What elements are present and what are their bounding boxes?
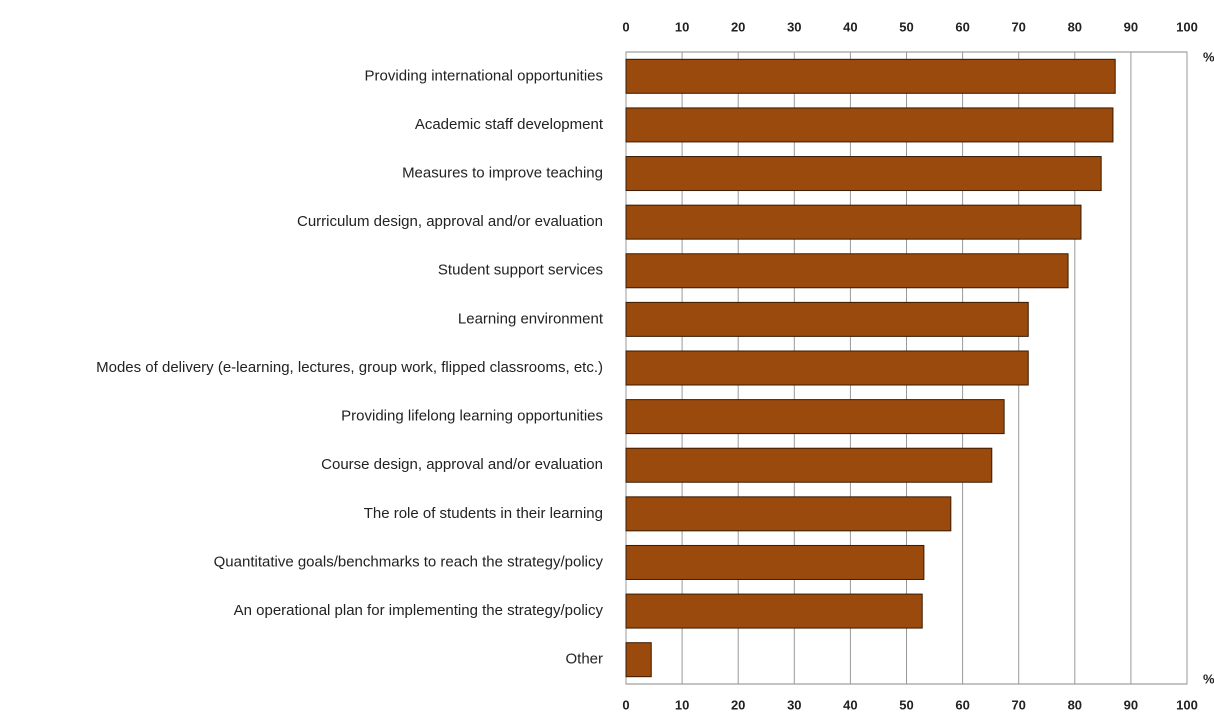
x-tick-label: 70	[1011, 697, 1025, 712]
x-tick-label: 40	[843, 19, 857, 34]
y-tick-label: Measures to improve teaching	[402, 165, 603, 182]
bar	[625, 107, 1114, 143]
x-tick-label: 10	[675, 697, 689, 712]
x-tick-label: 20	[731, 697, 745, 712]
x-tick-label: 60	[955, 697, 969, 712]
x-tick-label: 30	[787, 19, 801, 34]
x-tick-label: 80	[1068, 19, 1082, 34]
y-tick-label: Quantitative goals/benchmarks to reach t…	[214, 553, 604, 570]
bar	[625, 642, 652, 678]
bar	[625, 156, 1102, 192]
bar	[625, 350, 1029, 386]
y-tick-label: Other	[565, 651, 603, 668]
x-tick-label: 90	[1124, 19, 1138, 34]
x-tick-label: 60	[955, 19, 969, 34]
x-tick-label: 0	[622, 697, 629, 712]
x-tick-label: 70	[1011, 19, 1025, 34]
x-unit-bottom: %	[1203, 671, 1214, 686]
bar	[625, 447, 993, 483]
y-tick-label: An operational plan for implementing the…	[234, 602, 604, 619]
x-tick-label: 90	[1124, 697, 1138, 712]
bar	[625, 593, 923, 629]
bar	[625, 399, 1005, 435]
y-tick-label: Student support services	[438, 262, 603, 279]
x-tick-label: 80	[1068, 697, 1082, 712]
x-tick-label: 100	[1176, 19, 1198, 34]
y-tick-label: Course design, approval and/or evaluatio…	[321, 456, 603, 473]
x-tick-label: 50	[899, 697, 913, 712]
y-tick-label: Modes of delivery (e-learning, lectures,…	[96, 359, 603, 376]
y-tick-label: Providing international opportunities	[365, 67, 603, 84]
y-tick-label: The role of students in their learning	[364, 505, 603, 522]
y-tick-label: Learning environment	[458, 310, 604, 327]
bar	[625, 496, 952, 532]
y-tick-label: Academic staff development	[415, 116, 604, 133]
x-tick-label: 0	[622, 19, 629, 34]
x-tick-label: 40	[843, 697, 857, 712]
x-tick-label: 50	[899, 19, 913, 34]
x-tick-label: 30	[787, 697, 801, 712]
y-tick-label: Providing lifelong learning opportunitie…	[341, 408, 603, 425]
bar	[625, 301, 1029, 337]
x-tick-label: 10	[675, 19, 689, 34]
bar	[625, 58, 1116, 94]
x-tick-label: 100	[1176, 697, 1198, 712]
y-tick-label: Curriculum design, approval and/or evalu…	[297, 213, 603, 230]
bar	[625, 544, 925, 580]
bar	[625, 204, 1082, 240]
x-unit-top: %	[1203, 49, 1214, 64]
bar	[625, 253, 1069, 289]
x-tick-label: 20	[731, 19, 745, 34]
